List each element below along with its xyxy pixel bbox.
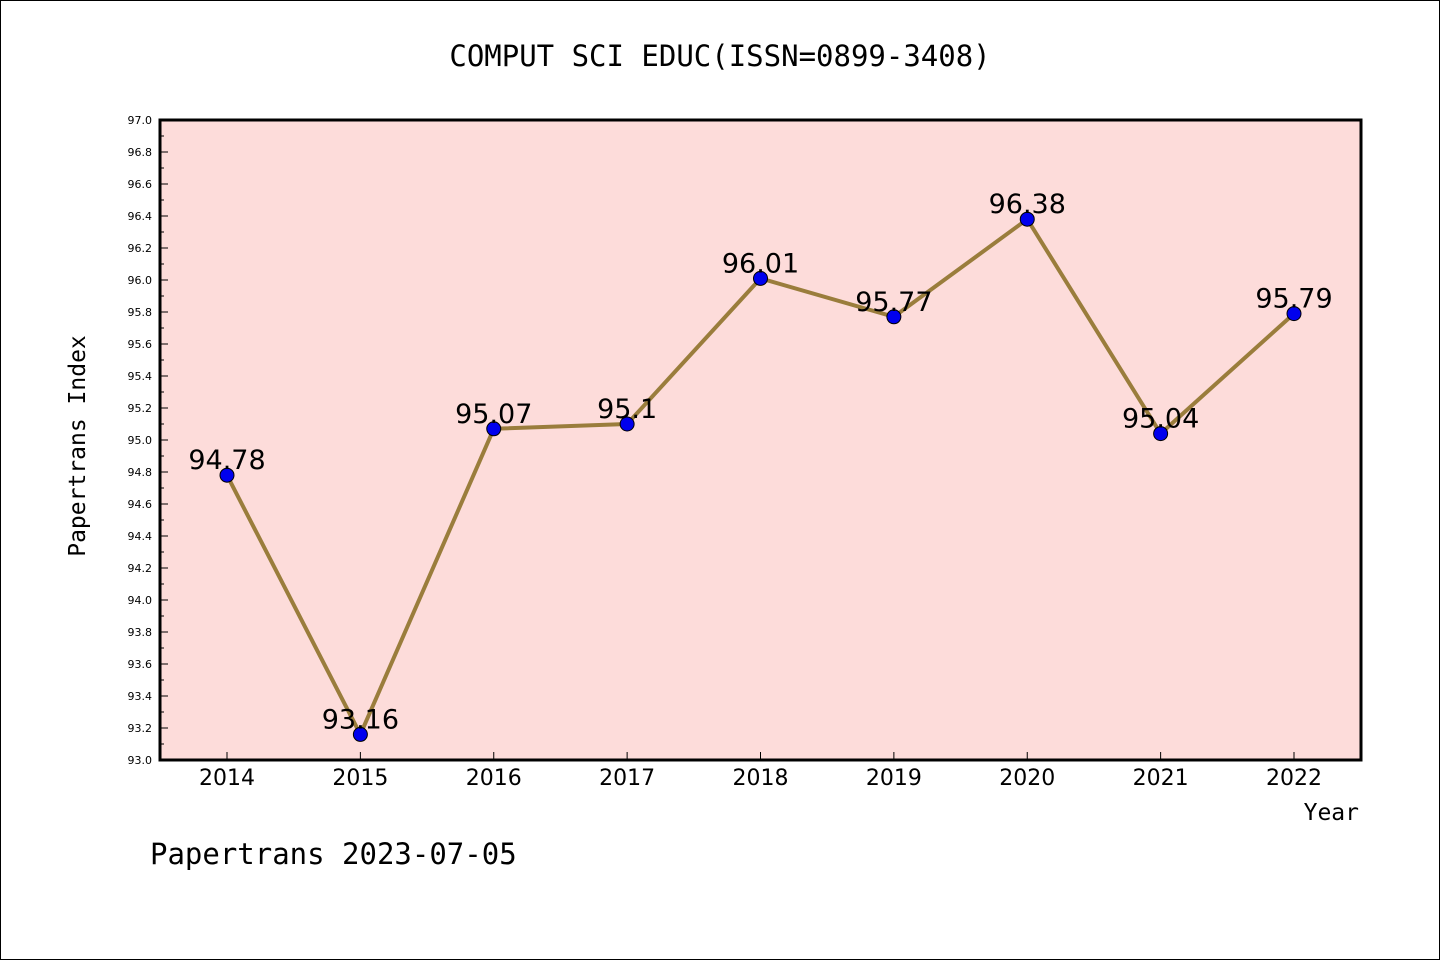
x-tick-label: 2018 [733,766,789,791]
y-tick-label: 93.6 [128,658,153,671]
data-label: 95.07 [455,399,532,430]
data-label: 95.77 [855,287,932,318]
data-point [619,416,635,432]
y-tick-label: 94.4 [128,530,153,543]
data-label: 93.16 [322,704,399,735]
y-axis-label: Papertrans Index [65,335,91,557]
y-tick-label: 94.2 [128,562,153,575]
x-tick-label: 2019 [866,766,922,791]
y-tick-label: 93.4 [128,690,153,703]
y-tick-label: 96.4 [128,210,153,223]
y-tick-label: 95.0 [128,434,153,447]
chart-title: COMPUT SCI EDUC(ISSN=0899-3408) [449,39,990,73]
y-tick-label: 96.6 [128,178,153,191]
y-axis-ticks: 93.0 93.2 93.4 93.6 93.8 94.0 94.2 94.4 94.6 94.8… [128,114,168,767]
series-papertrans-index [219,211,1302,742]
x-axis-ticks: 2014 2015 2016 2017 2018 2019 2020 2021 2022 [199,752,1322,791]
y-tick-label: 95.4 [128,370,153,383]
y-tick-label: 95.8 [128,306,153,319]
data-label: 95.04 [1122,404,1199,435]
y-tick-label: 93.2 [128,722,153,735]
data-label: 95.79 [1255,284,1332,315]
x-tick-label: 2016 [466,766,522,791]
footer-caption: Papertrans 2023-07-05 [150,837,517,871]
x-tick-label: 2020 [999,766,1055,791]
x-tick-label: 2017 [599,766,655,791]
plot-area [158,118,1363,762]
y-tick-label: 94.8 [128,466,153,479]
y-tick-label: 94.0 [128,594,153,607]
y-tick-label: 97.0 [128,114,153,127]
data-point [886,309,902,325]
data-point [753,270,768,286]
x-tick-label: 2014 [199,766,255,791]
data-point [219,467,235,483]
y-tick-label: 96.0 [128,274,153,287]
y-tick-label: 93.0 [128,754,153,767]
data-label: 96.01 [722,248,799,279]
data-label: 96.38 [989,189,1066,220]
y-tick-label: 96.8 [128,146,153,159]
y-tick-label: 95.2 [128,402,153,415]
data-label: 95.1 [597,394,657,425]
y-tick-label: 95.6 [128,338,153,351]
data-point [1153,426,1169,442]
data-labels: 94.78 93.16 95.07 95.1 96.01 95.77 96.38 95.04 9… [188,189,1332,735]
x-tick-label: 2021 [1133,766,1189,791]
x-tick-label: 2022 [1266,766,1322,791]
x-tick-label: 2015 [332,766,388,791]
y-tick-label: 96.2 [128,242,153,255]
y-tick-label: 93.8 [128,626,153,639]
data-label: 94.78 [188,445,265,476]
data-point [1286,306,1302,322]
y-tick-label: 94.6 [128,498,153,511]
x-axis-label: Year [1304,800,1359,826]
data-point [486,421,502,437]
data-point [352,726,368,742]
data-point [1019,211,1035,227]
